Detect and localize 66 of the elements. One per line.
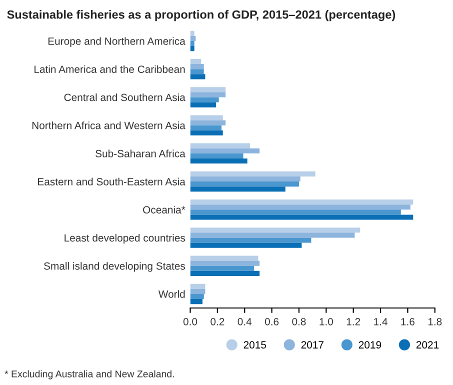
x-tick-label: 1.8 [428, 318, 442, 326]
bar [190, 260, 260, 266]
x-tick-label: 1.4 [374, 318, 388, 326]
y-tick-label: Sub-Saharan Africa [96, 150, 186, 158]
bar [190, 182, 299, 187]
bar [190, 186, 286, 192]
x-tick-label: 1.2 [346, 318, 360, 326]
bar [190, 270, 260, 276]
y-tick-label: World [158, 290, 185, 298]
x-tick-label: 0.0 [183, 318, 198, 326]
bar [190, 232, 355, 238]
bar [190, 36, 196, 41]
legend-label: 2019 [358, 341, 382, 349]
y-tick-label: Northern Africa and Western Asia [32, 122, 186, 130]
bar [190, 204, 410, 210]
bar [190, 294, 204, 300]
legend-label: 2015 [244, 341, 266, 349]
bar [190, 143, 250, 148]
bar [190, 97, 219, 102]
bar [190, 41, 194, 46]
legend-label: 2021 [416, 341, 439, 349]
y-tick-label: Oceania* [143, 206, 186, 214]
bar [190, 69, 204, 74]
bar [190, 74, 206, 80]
x-tick-label: 0.4 [238, 318, 252, 326]
bar [190, 92, 226, 98]
y-tick-label: Europe and Northern America [48, 37, 186, 47]
x-tick-label: 1.0 [320, 318, 333, 326]
x-tick-label: 0.8 [292, 318, 306, 326]
y-tick-label: Central and Southern Asia [64, 93, 186, 102]
x-tick-label: 1.6 [401, 318, 414, 326]
y-tick-label: Eastern and South-Eastern Asia [38, 178, 186, 186]
bar [190, 30, 194, 36]
text: * Excluding Australia and New Zealand. [4, 370, 174, 380]
bar [190, 120, 226, 126]
bar [190, 299, 202, 304]
y-tick-label: Least developed countries [64, 234, 186, 244]
bar [190, 64, 204, 70]
bar [190, 228, 360, 233]
bar [190, 242, 302, 248]
x-tick-label: 0.2 [210, 318, 224, 326]
bar [190, 46, 194, 52]
bar [190, 58, 202, 64]
chart-title: Sustainable fisheries as a proportion of GDP, 2015–2021 (percentage) [7, 10, 396, 22]
bar [190, 200, 414, 205]
bar [190, 130, 223, 136]
bar [190, 102, 216, 108]
bar [190, 153, 244, 158]
bar [190, 214, 414, 220]
bar [190, 284, 206, 289]
x-tick-label: 0.6 [264, 318, 279, 326]
legend-label: 2017 [301, 341, 324, 349]
bar [190, 115, 223, 120]
bar [190, 210, 401, 215]
y-tick-label: Small island developing States [44, 262, 186, 272]
bar [190, 87, 226, 92]
bar [190, 171, 316, 176]
bar [190, 238, 312, 243]
bar [190, 288, 206, 294]
y-tick-label: Latin America and the Caribbean [34, 65, 185, 73]
bar [190, 266, 254, 271]
bar [190, 176, 300, 182]
bar [190, 125, 222, 130]
bar [190, 256, 258, 261]
bar [190, 148, 260, 154]
bar [190, 158, 248, 164]
